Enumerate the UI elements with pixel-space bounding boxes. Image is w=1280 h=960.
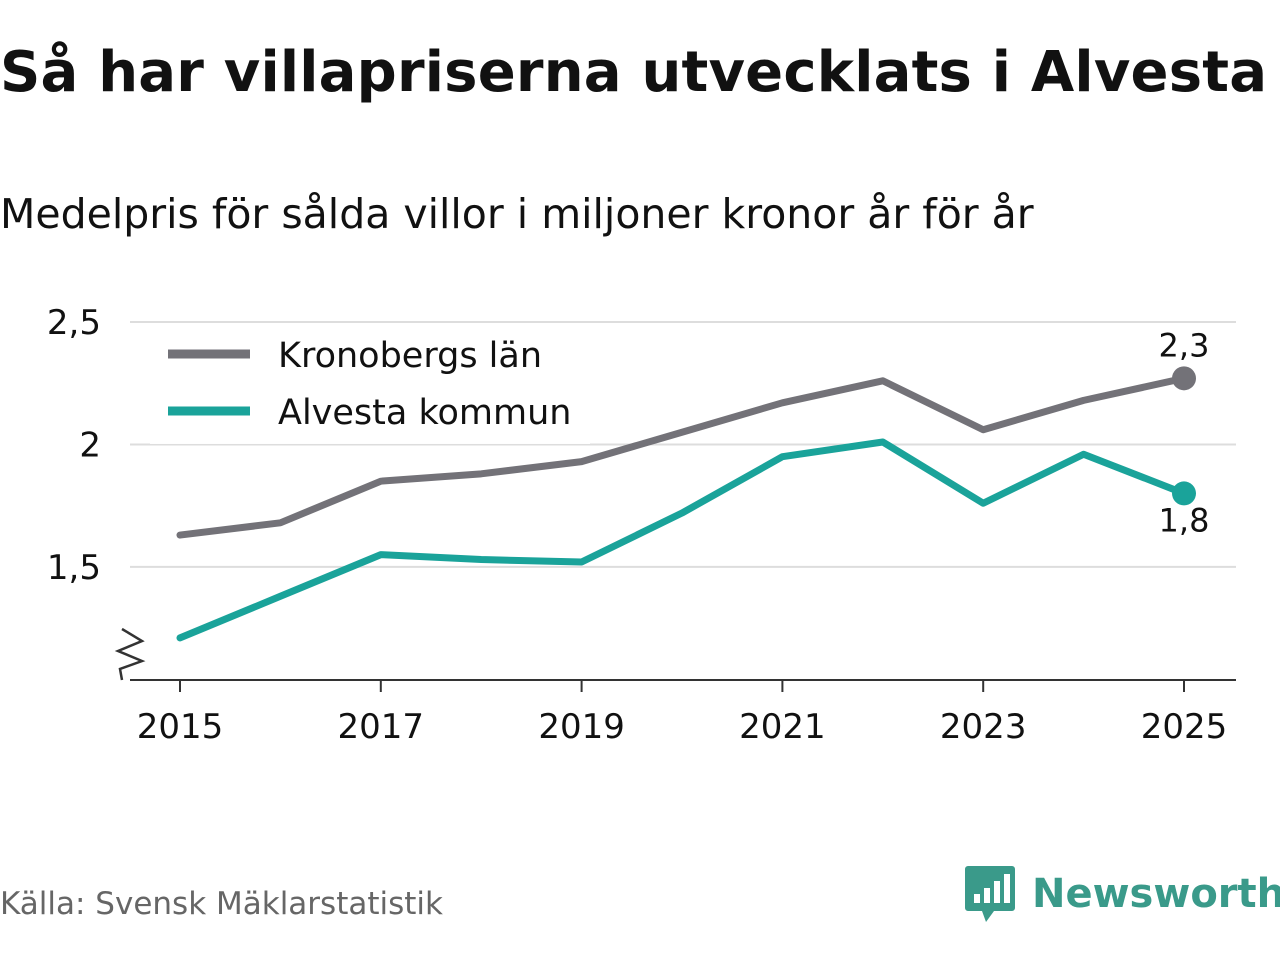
legend-background: [150, 324, 590, 444]
x-tick-label: 2023: [940, 707, 1027, 747]
series-end-label: 2,3: [1159, 326, 1210, 364]
brand-logo[interactable]: Newsworthy: [964, 864, 1280, 924]
legend-label: Alvesta kommun: [278, 393, 571, 433]
series-line-kronobergs-lan[interactable]: [176, 374, 1188, 539]
x-tick-label: 2021: [739, 707, 826, 747]
chart-subtitle: Medelpris för sålda villor i miljoner kr…: [0, 190, 1034, 238]
brand-name: Newsworthy: [1032, 871, 1280, 917]
series-end-marker[interactable]: [1172, 481, 1196, 506]
x-tick-label: 2017: [338, 707, 425, 747]
x-tick-label: 2019: [538, 707, 625, 747]
newsworthy-logo-icon: [965, 866, 1015, 922]
y-axis-break-icon: [114, 627, 146, 681]
chart-title: Så har villapriserna utvecklats i Alvest…: [0, 40, 1268, 105]
y-tick-label: 2,5: [47, 303, 101, 343]
y-tick-label: 1,5: [47, 548, 101, 588]
series-end-label: 1,8: [1159, 501, 1210, 539]
y-tick-label: 2: [79, 425, 101, 465]
x-tick-label: 2015: [137, 707, 224, 747]
source-note: Källa: Svensk Mäklarstatistik: [0, 886, 443, 922]
legend-label: Kronobergs län: [278, 336, 542, 376]
x-tick-label: 2025: [1141, 707, 1228, 747]
series-end-marker[interactable]: [1172, 366, 1196, 391]
line-chart: 1,5 2 2,5 2015 2017 2019 2021 2023 2025 2,3 1,8 Kro…: [47, 303, 1236, 747]
series-line-alvesta-kommun[interactable]: [176, 438, 1188, 642]
